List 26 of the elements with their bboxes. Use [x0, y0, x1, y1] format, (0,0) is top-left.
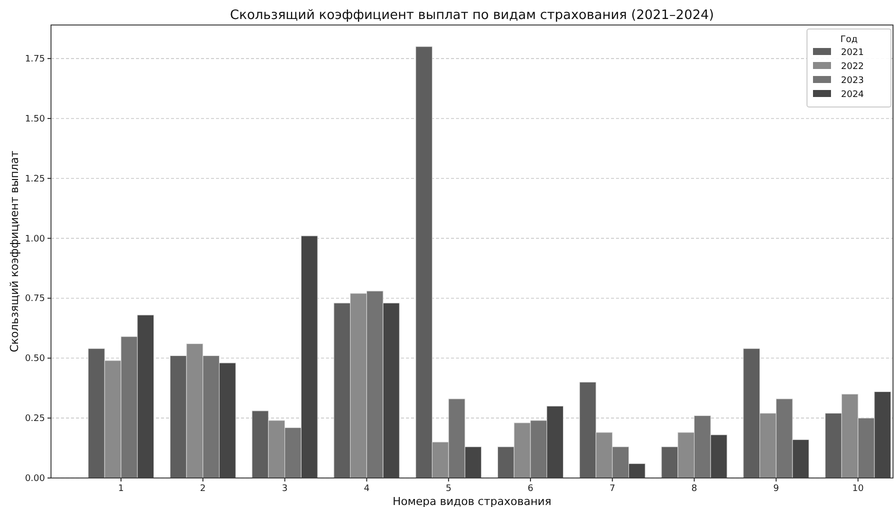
x-tick-label: 1 [118, 484, 124, 494]
y-tick-label: 1.75 [24, 54, 45, 65]
x-tick-label: 4 [364, 484, 370, 494]
x-tick-label: 7 [609, 484, 616, 494]
y-tick-label: 0.25 [24, 414, 45, 424]
legend-label: 2022 [841, 62, 864, 72]
y-axis-title: Скользящий коэффициент выплат [8, 150, 21, 352]
x-tick-label: 10 [852, 484, 864, 494]
x-tick-label: 2 [200, 484, 206, 494]
x-axis-title: Номера видов страхования [392, 495, 552, 507]
y-tick-label: 1.25 [24, 174, 45, 184]
legend-label: 2023 [841, 76, 864, 86]
y-tick-label: 0.00 [24, 474, 46, 484]
legend-title: Год [840, 35, 858, 45]
y-tick-label: 0.50 [24, 354, 46, 364]
x-tick-label: 5 [446, 484, 452, 494]
y-tick-label: 1.50 [24, 114, 46, 124]
chart-title: Скользящий коэффициент выплат по видам страхования (2021–2024) [230, 8, 714, 23]
y-tick-label: 1.00 [24, 234, 46, 244]
x-tick-label: 3 [282, 484, 288, 494]
x-tick-label: 9 [773, 484, 780, 494]
legend-label: 2021 [841, 48, 864, 58]
y-tick-label: 0.75 [24, 294, 45, 304]
x-tick-label: 8 [691, 484, 698, 494]
legend-label: 2024 [841, 90, 864, 100]
x-tick-label: 6 [528, 484, 534, 494]
